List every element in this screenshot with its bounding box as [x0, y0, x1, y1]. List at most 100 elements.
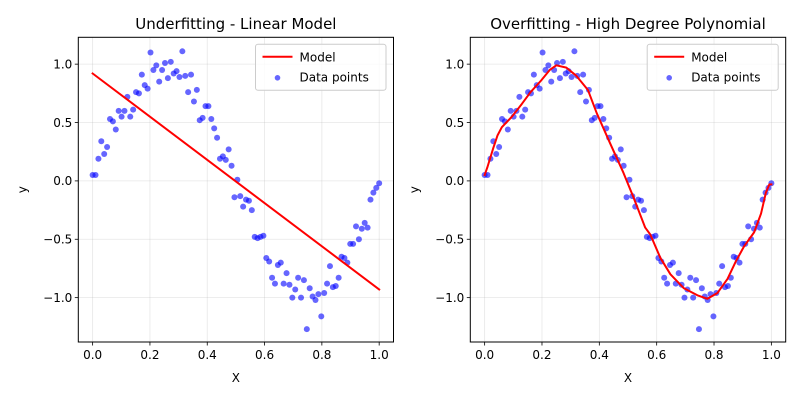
model-line — [483, 64, 773, 300]
data-point — [300, 277, 307, 284]
y-axis-label: y — [407, 186, 421, 193]
data-point — [568, 73, 575, 80]
data-point — [664, 280, 671, 287]
data-point — [266, 258, 273, 265]
data-point — [617, 146, 624, 153]
data-points-series — [89, 48, 383, 333]
data-point — [367, 196, 374, 203]
data-point — [98, 138, 105, 145]
data-point — [115, 107, 122, 114]
data-point — [315, 291, 322, 298]
legend-label: Data points — [691, 70, 760, 84]
legend-marker-swatch — [274, 75, 281, 81]
data-point — [745, 223, 752, 230]
x-tick-label: 0.6 — [647, 348, 666, 362]
data-point — [373, 184, 380, 191]
data-point — [225, 146, 232, 153]
data-point — [516, 93, 523, 100]
data-point — [280, 280, 287, 287]
y-tick-label: −0.5 — [43, 233, 72, 247]
data-point — [193, 86, 200, 93]
data-point — [127, 113, 134, 120]
data-point — [620, 162, 627, 169]
x-tick-label: 0.4 — [590, 348, 609, 362]
underfitting-plot: 0.0 0.2 0.4 0.6 0.8 1.0 −1.0 −0.5 0.0 0.5 1.0 Under… — [15, 15, 395, 385]
data-point — [690, 294, 697, 301]
data-point — [597, 103, 604, 110]
legend-marker-swatch — [666, 75, 672, 81]
legend: Model Data points — [255, 43, 387, 91]
data-point — [361, 219, 368, 226]
y-axis: −1.0 −0.5 0.0 0.5 1.0 — [435, 57, 471, 305]
x-axis: 0.0 0.2 0.4 0.6 0.8 1.0 — [83, 342, 389, 362]
data-point — [370, 189, 377, 196]
data-point — [153, 62, 160, 69]
data-point — [719, 263, 726, 270]
data-point — [332, 282, 339, 289]
x-axis: 0.0 0.2 0.4 0.6 0.8 1.0 — [475, 342, 781, 362]
data-point — [591, 114, 598, 121]
data-point — [298, 294, 305, 301]
data-point — [519, 113, 526, 120]
plot-area — [481, 48, 775, 333]
data-point — [376, 180, 383, 187]
data-point — [350, 240, 357, 247]
data-point — [318, 313, 325, 320]
data-point — [118, 113, 125, 120]
data-point — [522, 106, 529, 113]
data-point — [693, 277, 700, 284]
overfitting-plot: 0.0 0.2 0.4 0.6 0.8 1.0 −1.0 −0.5 0.0 0.5 1.0 Overf… — [407, 15, 787, 385]
data-point — [661, 274, 668, 281]
y-tick-label: 0.5 — [445, 116, 464, 130]
data-point — [92, 172, 99, 179]
x-tick-label: 0.0 — [475, 348, 494, 362]
data-point — [130, 106, 137, 113]
data-point — [101, 151, 108, 158]
data-point — [580, 71, 587, 78]
y-tick-label: 0.0 — [445, 174, 464, 188]
data-point — [95, 155, 102, 162]
data-point — [716, 280, 723, 287]
data-point — [306, 285, 313, 292]
data-point — [271, 280, 278, 287]
data-point — [312, 296, 319, 303]
data-point — [640, 207, 647, 214]
data-point — [669, 259, 676, 266]
data-point — [507, 107, 514, 114]
data-point — [231, 194, 238, 201]
y-tick-label: −0.5 — [435, 233, 464, 247]
data-point — [554, 59, 561, 66]
data-point — [638, 197, 645, 204]
data-point — [292, 286, 299, 293]
data-point — [530, 71, 537, 78]
x-tick-label: 0.2 — [532, 348, 551, 362]
data-point — [104, 144, 111, 151]
data-point — [289, 294, 296, 301]
data-point — [295, 274, 302, 281]
data-point — [214, 134, 221, 141]
data-point — [324, 280, 331, 287]
data-point — [167, 58, 174, 65]
x-tick-label: 0.0 — [83, 348, 102, 362]
y-tick-label: 1.0 — [53, 57, 72, 71]
axes-frame — [469, 36, 787, 343]
data-point — [150, 66, 157, 73]
data-point — [208, 116, 215, 123]
x-tick-label: 1.0 — [762, 348, 781, 362]
data-point — [109, 118, 116, 125]
data-point — [321, 289, 328, 296]
data-point — [260, 232, 267, 239]
data-point — [240, 203, 247, 210]
data-point — [237, 193, 244, 200]
data-point — [179, 48, 186, 55]
y-tick-label: −1.0 — [435, 291, 464, 305]
data-point — [341, 254, 348, 261]
data-point — [556, 75, 563, 82]
data-point — [182, 72, 189, 79]
data-point — [190, 98, 197, 105]
data-point — [173, 68, 180, 75]
data-point — [539, 49, 546, 56]
data-point — [559, 58, 566, 65]
data-point — [199, 114, 206, 121]
